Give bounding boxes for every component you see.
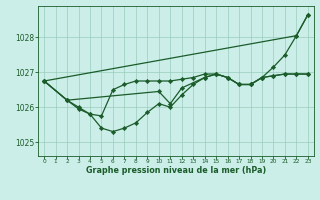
X-axis label: Graphe pression niveau de la mer (hPa): Graphe pression niveau de la mer (hPa): [86, 166, 266, 175]
